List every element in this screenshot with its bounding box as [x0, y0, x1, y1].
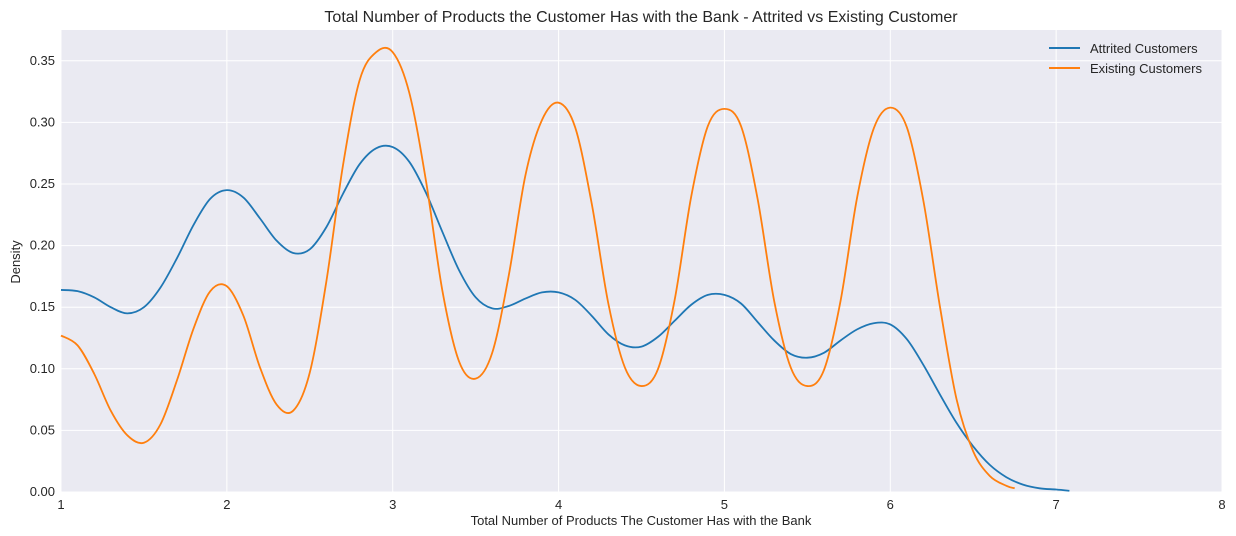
y-tick-label: 0.25 [30, 176, 55, 191]
x-tick-label: 6 [887, 497, 894, 512]
x-tick-label: 4 [555, 497, 562, 512]
chart-title: Total Number of Products the Customer Ha… [324, 9, 958, 26]
y-tick-label: 0.20 [30, 238, 55, 253]
y-tick-label: 0.10 [30, 361, 55, 376]
y-tick-labels: 0.00 0.05 0.10 0.15 0.20 0.25 0.30 0.35 [30, 53, 55, 499]
x-tick-label: 1 [57, 497, 64, 512]
legend: Attrited Customers Existing Customers [1049, 41, 1202, 76]
x-tick-label: 5 [721, 497, 728, 512]
x-tick-label: 3 [389, 497, 396, 512]
x-tick-label: 8 [1218, 497, 1225, 512]
attrited-customers-line [60, 144, 1070, 492]
y-tick-label: 0.30 [30, 114, 55, 129]
x-tick-label: 7 [1053, 497, 1060, 512]
x-tick-labels: 1 2 3 4 5 6 7 8 [57, 497, 1225, 512]
y-tick-label: 0.00 [30, 484, 55, 499]
y-tick-label: 0.35 [30, 53, 55, 68]
x-tick-label: 2 [223, 497, 230, 512]
legend-label-attrited: Attrited Customers [1090, 41, 1198, 56]
plot-background [61, 30, 1222, 492]
x-axis-label: Total Number of Products The Customer Ha… [471, 513, 812, 528]
y-axis-label: Density [8, 240, 23, 284]
y-tick-label: 0.05 [30, 422, 55, 437]
series-lines [60, 46, 1070, 492]
legend-label-existing: Existing Customers [1090, 61, 1202, 76]
y-tick-label: 0.15 [30, 299, 55, 314]
existing-customers-line [60, 46, 1015, 490]
